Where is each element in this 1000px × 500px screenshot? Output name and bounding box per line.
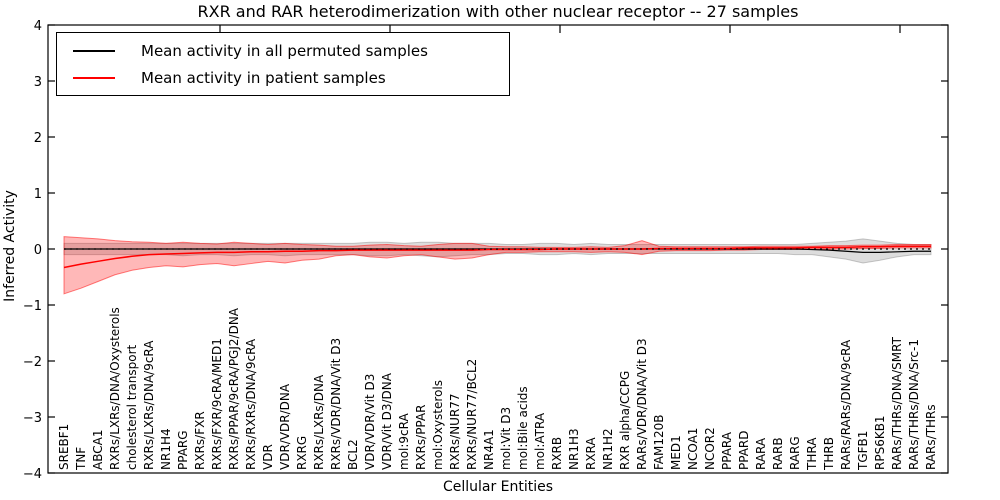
x-category-label: RXRs/NUR77 xyxy=(448,393,462,470)
x-category-label: VDR/Vit D3/DNA xyxy=(380,372,394,470)
x-category-label: RPS6KB1 xyxy=(873,415,887,470)
x-category-label: RXRs/LXRs/DNA/Oxysterols xyxy=(108,307,122,470)
x-category-label: PPARA xyxy=(720,431,734,470)
y-axis-label: Inferred Activity xyxy=(2,190,18,302)
x-category-label: RXRs/LXRs/DNA xyxy=(312,374,326,470)
x-category-label: RXRs/NUR77/BCL2 xyxy=(465,359,479,470)
x-category-label: TNF xyxy=(74,447,88,471)
x-category-label: RXRs/PPAR xyxy=(414,405,428,470)
x-category-label: mol:Vit D3 xyxy=(499,407,513,470)
x-category-label: NR1H4 xyxy=(159,428,173,470)
x-category-label: cholesterol transport xyxy=(125,344,139,470)
y-tick-label: −1 xyxy=(23,299,42,314)
x-category-label: RXRB xyxy=(550,437,564,470)
x-category-label: NCOR2 xyxy=(703,427,717,470)
x-category-label: RXRs/PPAR/9cRA/PGJ2/DNA xyxy=(227,307,241,470)
legend-line-patient-icon xyxy=(73,76,115,79)
legend: Mean activity in all permuted samples Me… xyxy=(56,32,510,96)
x-category-label: FAM120B xyxy=(652,415,666,471)
x-category-label: MED1 xyxy=(669,435,683,470)
x-category-label: mol:Oxysterols xyxy=(431,380,445,470)
y-tick-label: 3 xyxy=(34,75,42,90)
x-category-label: RXRA xyxy=(584,437,598,470)
y-tick-label: 2 xyxy=(34,131,42,146)
x-category-label: RARs/RARs/DNA/9cRA xyxy=(839,339,853,470)
x-category-label: RXRs/LXRs/DNA/9cRA xyxy=(142,340,156,470)
legend-item-patient: Mean activity in patient samples xyxy=(57,65,509,91)
x-category-label: NR1H3 xyxy=(567,428,581,470)
legend-item-permuted: Mean activity in all permuted samples xyxy=(57,38,509,64)
x-category-label: VDR/VDR/Vit D3 xyxy=(363,374,377,470)
chart-title: RXR and RAR heterodimerization with othe… xyxy=(197,2,799,21)
x-category-label: ABCA1 xyxy=(91,430,105,470)
x-category-label: RARs/THRs/DNA/Src-1 xyxy=(907,339,921,470)
y-tick-label: −2 xyxy=(23,355,42,370)
x-category-label: THRB xyxy=(822,437,836,471)
x-category-label: RARs/THRs/DNA/SMRT xyxy=(890,336,904,470)
x-category-label: NR1H2 xyxy=(601,428,615,470)
x-category-label: mol:ATRA xyxy=(533,412,547,470)
x-axis-label: Cellular Entities xyxy=(442,479,554,495)
x-category-label: mol:9cRA xyxy=(397,413,411,470)
x-category-label: PPARD xyxy=(737,431,751,471)
legend-label-permuted: Mean activity in all permuted samples xyxy=(141,41,428,60)
x-category-label: SREBF1 xyxy=(57,424,71,470)
x-category-label: VDR xyxy=(261,444,275,470)
x-category-label: RARA xyxy=(754,437,768,470)
y-tick-label: −4 xyxy=(23,467,42,482)
x-category-label: NR4A1 xyxy=(482,429,496,470)
y-tick-label: −3 xyxy=(23,411,42,426)
legend-line-permuted-icon xyxy=(73,49,115,52)
x-category-label: RXRs/FXR/9cRA/MED1 xyxy=(210,338,224,470)
x-category-label: RARs/THRs xyxy=(924,404,938,470)
x-category-label: THRA xyxy=(805,437,819,471)
permuted-confidence-band xyxy=(63,238,932,264)
x-category-label: RXRs/VDR/DNA/Vit D3 xyxy=(329,338,343,470)
x-category-label: NCOA1 xyxy=(686,428,700,470)
y-tick-label: 4 xyxy=(34,19,42,34)
x-category-label: PPARG xyxy=(176,430,190,470)
legend-label-patient: Mean activity in patient samples xyxy=(141,68,386,87)
x-category-label: RXRs/RXRs/DNA/9cRA xyxy=(244,338,258,470)
x-category-label: VDR/VDR/DNA xyxy=(278,383,292,470)
x-category-label: RARG xyxy=(788,436,802,470)
x-category-label: RXRs/FXR xyxy=(193,411,207,470)
x-category-label: RARs/VDR/DNA/Vit D3 xyxy=(635,338,649,470)
y-tick-label: 1 xyxy=(34,187,42,202)
x-category-label: RXRG xyxy=(295,436,309,470)
y-tick-label: 0 xyxy=(34,243,42,258)
x-category-label: TGFB1 xyxy=(856,431,870,471)
x-category-label: BCL2 xyxy=(346,439,360,470)
x-category-label: mol:Bile acids xyxy=(516,386,530,470)
x-category-label: RXR alpha/CCPG xyxy=(618,371,632,470)
x-category-label: RARB xyxy=(771,437,785,470)
